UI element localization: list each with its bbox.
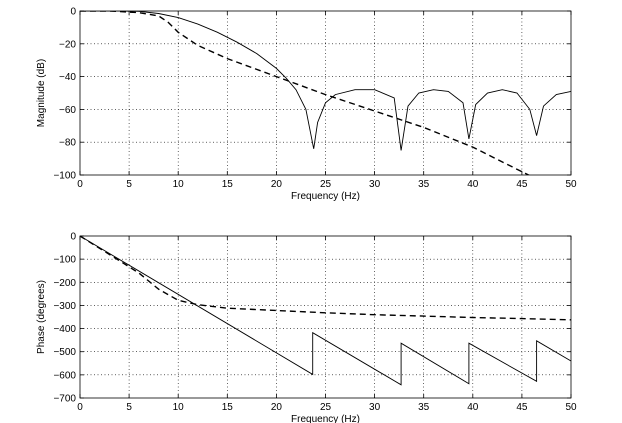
magnitude-y-tick-label: −60	[59, 105, 76, 116]
phase-y-tick-label: −600	[53, 370, 76, 381]
phase-x-tick-label: 5	[126, 402, 132, 413]
magnitude-x-tick-label: 5	[126, 179, 132, 190]
phase-y-tick-label: −100	[53, 255, 76, 266]
magnitude-x-tick-label: 15	[222, 179, 234, 190]
phase-x-tick-label: 0	[77, 402, 83, 413]
magnitude-x-axis-label: Frequency (Hz)	[291, 191, 360, 202]
phase-y-tick-label: −500	[53, 347, 76, 358]
magnitude-y-tick-label: 0	[70, 7, 76, 18]
phase-x-tick-label: 25	[320, 402, 332, 413]
magnitude-series-solid	[80, 11, 571, 151]
magnitude-y-tick-label: −40	[59, 72, 76, 83]
phase-x-tick-label: 40	[467, 402, 479, 413]
magnitude-x-tick-label: 50	[565, 179, 577, 190]
phase-x-tick-label: 10	[173, 402, 185, 413]
magnitude-x-tick-label: 40	[467, 179, 479, 190]
phase-y-tick-label: 0	[70, 232, 76, 243]
phase-series-dashed	[80, 236, 571, 321]
magnitude-y-tick-label: −100	[53, 171, 76, 182]
phase-x-tick-label: 35	[418, 402, 430, 413]
phase-x-tick-label: 15	[222, 402, 234, 413]
phase-y-tick-label: −700	[53, 394, 76, 405]
magnitude-x-tick-label: 35	[418, 179, 430, 190]
phase-y-tick-label: −400	[53, 324, 76, 335]
phase-y-tick-label: −200	[53, 278, 76, 289]
magnitude-x-tick-label: 25	[320, 179, 332, 190]
phase-x-tick-label: 20	[271, 402, 283, 413]
magnitude-y-tick-label: −80	[59, 138, 76, 149]
magnitude-x-tick-label: 30	[369, 179, 381, 190]
magnitude-series-dashed	[80, 11, 531, 175]
phase-x-tick-label: 50	[565, 402, 577, 413]
magnitude-x-tick-label: 45	[516, 179, 528, 190]
phase-y-tick-label: −300	[53, 301, 76, 312]
phase-x-axis-label: Frequency (Hz)	[291, 414, 360, 423]
phase-plot: 0 5 10 15 20 25 30 35 40 45 50 0 −100 −200 −300 −400 −50…	[36, 232, 577, 423]
phase-x-tick-label: 45	[516, 402, 528, 413]
magnitude-plot: 0 5 10 15 20 25 30 35 40 45 50 0 −20 −40 −60 −80 −100 Fre…	[36, 7, 577, 203]
phase-series-solid	[80, 236, 571, 386]
magnitude-y-axis-label: Magnitude (dB)	[36, 59, 47, 127]
magnitude-x-tick-label: 10	[173, 179, 185, 190]
phase-y-axis-label: Phase (degrees)	[36, 280, 47, 354]
magnitude-x-tick-label: 20	[271, 179, 283, 190]
phase-x-tick-label: 30	[369, 402, 381, 413]
magnitude-x-tick-label: 0	[77, 179, 83, 190]
magnitude-y-tick-label: −20	[59, 39, 76, 50]
